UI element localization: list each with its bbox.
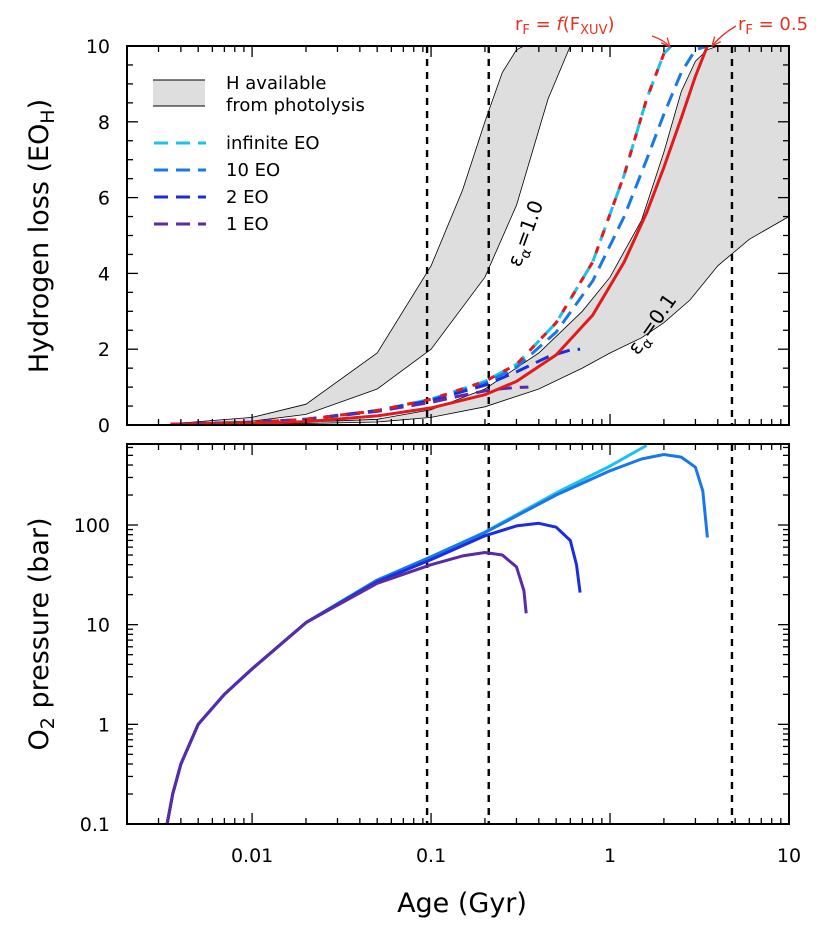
top-y-tick-label: 0 <box>98 415 110 437</box>
photolysis-band-1 <box>170 46 571 425</box>
annotation-arrow-rf-half <box>712 25 737 46</box>
x-tick-label: 0.01 <box>231 845 273 867</box>
legend-band-label-line2: from photolysis <box>226 95 365 116</box>
legend-label-infinite-eo: infinite EO <box>226 133 320 154</box>
x-tick-label: 1 <box>604 845 616 867</box>
legend-label-2-eo: 2 EO <box>226 187 269 208</box>
top-ticks <box>126 45 790 426</box>
bottom-y-tick-label: 1 <box>98 714 110 736</box>
legend-band-swatch <box>153 80 205 106</box>
bottom-y-tick-label: 100 <box>74 515 110 537</box>
photolysis-band-1-lower-edge <box>170 46 571 425</box>
annotation-arrow-rf-fxuv <box>651 35 670 47</box>
annotation-rf-fxuv: rF = f(FXUV) <box>515 14 615 38</box>
bottom-y-tick-labels: 0.1 1 10 100 <box>74 515 110 836</box>
bottom-y-tick-label: 10 <box>86 615 110 637</box>
bottom-series-group <box>165 444 709 824</box>
top-series-1-eo <box>170 385 529 425</box>
bottom-y-axis-title: O2 pressure (bar) <box>24 518 59 751</box>
top-panel: 0 2 4 6 8 10 Hydrogen loss (EOH) H available … <box>24 14 808 437</box>
top-series-rf-0-5-red <box>170 46 709 425</box>
bottom-series-10-eo <box>165 453 709 824</box>
bottom-y-tick-label: 0.1 <box>80 814 110 836</box>
photolysis-band-1-upper-edge <box>170 46 525 425</box>
photolysis-band-2-lower-edge <box>170 216 789 425</box>
photolysis-bands <box>170 46 789 425</box>
photolysis-band-2 <box>170 46 789 425</box>
x-tick-label: 0.1 <box>416 845 446 867</box>
legend-label-1-eo: 1 EO <box>226 214 269 235</box>
top-vertical-lines <box>425 46 734 425</box>
bottom-series-infinite-eo <box>165 444 648 824</box>
x-axis-title: Age (Gyr) <box>397 888 527 919</box>
bottom-vertical-lines <box>425 444 734 824</box>
bottom-plot-frame <box>126 443 790 825</box>
legend: H available from photolysis infinite EO … <box>153 73 365 235</box>
top-y-axis-title: Hydrogen loss (EOH) <box>24 99 59 373</box>
top-y-tick-label: 4 <box>98 263 110 285</box>
bottom-ticks <box>126 444 790 825</box>
top-y-tick-label: 2 <box>98 339 110 361</box>
bottom-series-1-eo <box>165 551 528 824</box>
x-tick-labels: 0.01 0.1 1 10 <box>231 845 801 867</box>
bottom-panel: 0.1 1 10 100 0.01 0.1 1 10 O2 pressure (bar) A… <box>24 443 801 919</box>
top-y-tick-label: 8 <box>98 112 110 134</box>
annotation-rf-half: rF = 0.5 <box>738 14 808 38</box>
top-y-tick-label: 6 <box>98 188 110 210</box>
top-y-tick-label: 10 <box>86 36 110 58</box>
top-y-tick-labels: 0 2 4 6 8 10 <box>86 36 110 437</box>
legend-label-10-eo: 10 EO <box>226 160 280 181</box>
legend-band-label-line1: H available <box>226 73 327 94</box>
x-tick-label: 10 <box>777 845 801 867</box>
